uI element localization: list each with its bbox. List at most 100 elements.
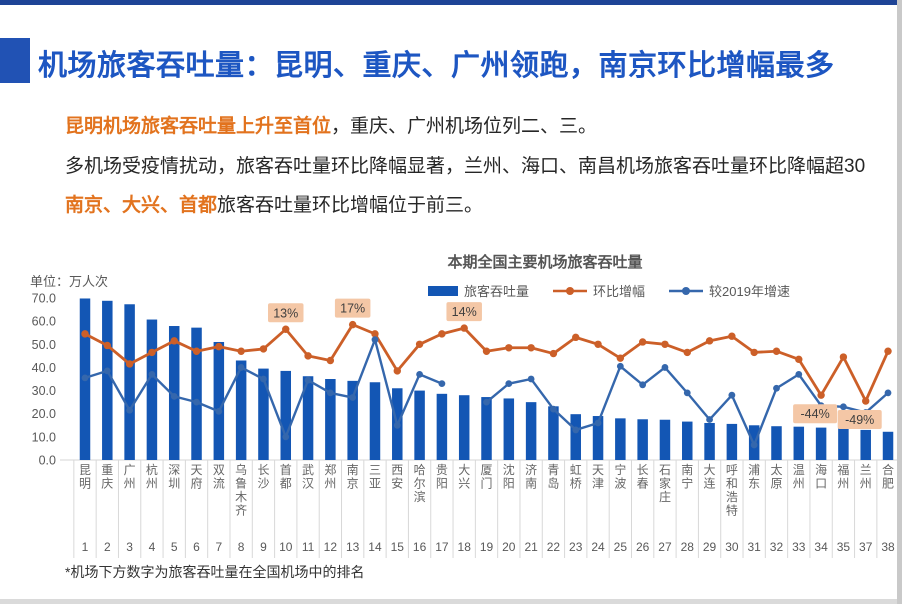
vs2019-marker xyxy=(304,376,312,384)
legend-bar-swatch xyxy=(428,285,458,296)
data-label-box xyxy=(268,303,304,323)
mom-change-marker xyxy=(348,320,357,329)
x-axis-name: 石家庄 xyxy=(659,463,671,504)
x-axis-name: 乌鲁木齐 xyxy=(235,462,247,518)
rank-number: 35 xyxy=(837,540,851,554)
vs2019-marker xyxy=(438,380,446,388)
body-paragraph: 昆明机场旅客吞吐量上升至首位，重庆、广州机场位列二、三。 xyxy=(65,107,902,147)
rank-number: 10 xyxy=(279,540,293,554)
x-axis-name: 重庆 xyxy=(101,463,113,491)
mom-change-marker xyxy=(750,348,758,357)
throughput-bar xyxy=(436,393,448,460)
vs2019-marker xyxy=(750,441,758,449)
throughput-bar xyxy=(682,421,693,460)
y-tick-label: 30.0 xyxy=(32,384,56,398)
mom-change-marker xyxy=(616,354,625,362)
data-label: 14% xyxy=(452,305,477,319)
rank-number: 16 xyxy=(413,540,427,554)
vs2019-marker xyxy=(103,367,111,375)
x-axis-name: 长沙 xyxy=(257,463,269,491)
throughput-bar xyxy=(838,428,849,460)
rank-number: 34 xyxy=(814,540,828,554)
mom-change-line xyxy=(84,323,890,403)
body-paragraph: 多机场受疫情扰动，旅客吞吐量环比降幅显著，兰州、海口、南昌机场旅客吞吐量环比降幅… xyxy=(65,147,902,187)
bottom-edge xyxy=(0,599,897,604)
mom-change-marker xyxy=(125,360,134,368)
x-axis-name: 虹桥 xyxy=(570,463,582,491)
x-axis-name: 哈尔滨 xyxy=(414,463,426,504)
x-axis-name: 宁波 xyxy=(614,462,626,491)
vs2019-marker xyxy=(326,389,334,397)
vs2019-marker xyxy=(349,394,357,401)
throughput-bar xyxy=(570,414,581,460)
throughput-bar xyxy=(414,390,425,460)
data-label: 13% xyxy=(273,306,298,320)
rank-number: 18 xyxy=(458,540,472,554)
throughput-bar xyxy=(280,370,292,460)
throughput-bar xyxy=(592,416,604,460)
mom-change-marker xyxy=(259,345,268,353)
paragraph-text: ，重庆、广州机场位列二、三。 xyxy=(331,116,598,137)
vs2019-marker xyxy=(550,405,557,413)
mom-change-marker xyxy=(438,330,446,338)
vs2019-marker xyxy=(572,426,580,434)
vs2019-marker xyxy=(416,370,423,378)
rank-number: 1 xyxy=(82,540,89,554)
rank-number: 33 xyxy=(792,540,806,554)
rank-number: 37 xyxy=(859,540,873,554)
vs2019-marker xyxy=(81,374,89,382)
paragraph-text: 多机场受疫情扰动，旅客吞吐量环比降幅显著，兰州、海口、南昌机场旅客吞吐量环比降幅… xyxy=(65,155,866,177)
throughput-bar xyxy=(815,427,827,460)
throughput-bar xyxy=(503,398,515,460)
x-axis-name: 厦门 xyxy=(481,463,493,491)
mom-change-marker xyxy=(884,347,892,355)
throughput-bar xyxy=(525,402,537,460)
x-axis-name: 长春 xyxy=(637,463,649,491)
y-tick-label: 10.0 xyxy=(32,430,56,444)
rank-number: 30 xyxy=(725,540,739,554)
vs2019-marker xyxy=(215,408,223,415)
x-axis-name: 杭州 xyxy=(146,462,158,491)
vs2019-marker xyxy=(126,406,134,414)
x-axis-name: 温州 xyxy=(793,463,805,491)
mom-change-marker xyxy=(237,347,245,355)
vs2019-marker xyxy=(683,389,691,397)
mom-change-marker xyxy=(326,356,335,365)
legend-label: 较2019年增速 xyxy=(709,284,790,299)
x-axis-name: 大连 xyxy=(704,463,716,491)
y-tick-label: 60.0 xyxy=(32,315,56,329)
paragraph-text: 旅客吞吐量环比增幅位于前三。 xyxy=(217,195,484,216)
legend-item: 较2019年增速 xyxy=(669,281,790,300)
x-axis-name: 首都 xyxy=(280,463,292,491)
x-axis-name: 天府 xyxy=(191,463,203,491)
rank-number: 19 xyxy=(480,540,494,554)
legend-line-swatch xyxy=(669,286,704,295)
passenger-throughput-chart: 0.0 10.0 20.0 30.0 40.0 50.0 60.0 70.0 昆明 1 重庆 2 广州 3… xyxy=(32,292,900,558)
throughput-bar xyxy=(771,426,782,460)
vs2019-marker xyxy=(728,391,736,399)
mom-change-marker xyxy=(282,325,290,333)
vs2019-marker xyxy=(193,398,200,406)
mom-change-marker xyxy=(527,344,535,352)
throughput-bar xyxy=(369,382,381,460)
data-label-box xyxy=(334,298,371,318)
legend-label: 环比增幅 xyxy=(593,284,646,299)
y-tick-label: 0.0 xyxy=(39,454,56,468)
page-title: 机场旅客吞吐量：昆明、重庆、广州领跑，南京环比增幅最多 xyxy=(38,50,835,82)
mom-change-marker xyxy=(839,353,848,361)
mom-change-marker xyxy=(661,340,669,348)
vs2019-marker xyxy=(661,364,669,371)
mom-change-marker xyxy=(795,355,803,364)
rank-number: 22 xyxy=(547,540,561,554)
rank-number: 14 xyxy=(368,540,382,554)
rank-number: 12 xyxy=(324,540,338,554)
vs2019-marker xyxy=(840,403,847,411)
x-axis-name: 青岛 xyxy=(547,463,559,491)
rank-number: 8 xyxy=(238,540,245,554)
data-label-box xyxy=(793,404,838,424)
data-label: -44% xyxy=(801,407,830,421)
legend-label: 旅客吞吐量 xyxy=(464,284,530,299)
throughput-bar xyxy=(704,422,715,460)
throughput-bar xyxy=(102,300,113,460)
rank-number: 21 xyxy=(524,540,538,554)
